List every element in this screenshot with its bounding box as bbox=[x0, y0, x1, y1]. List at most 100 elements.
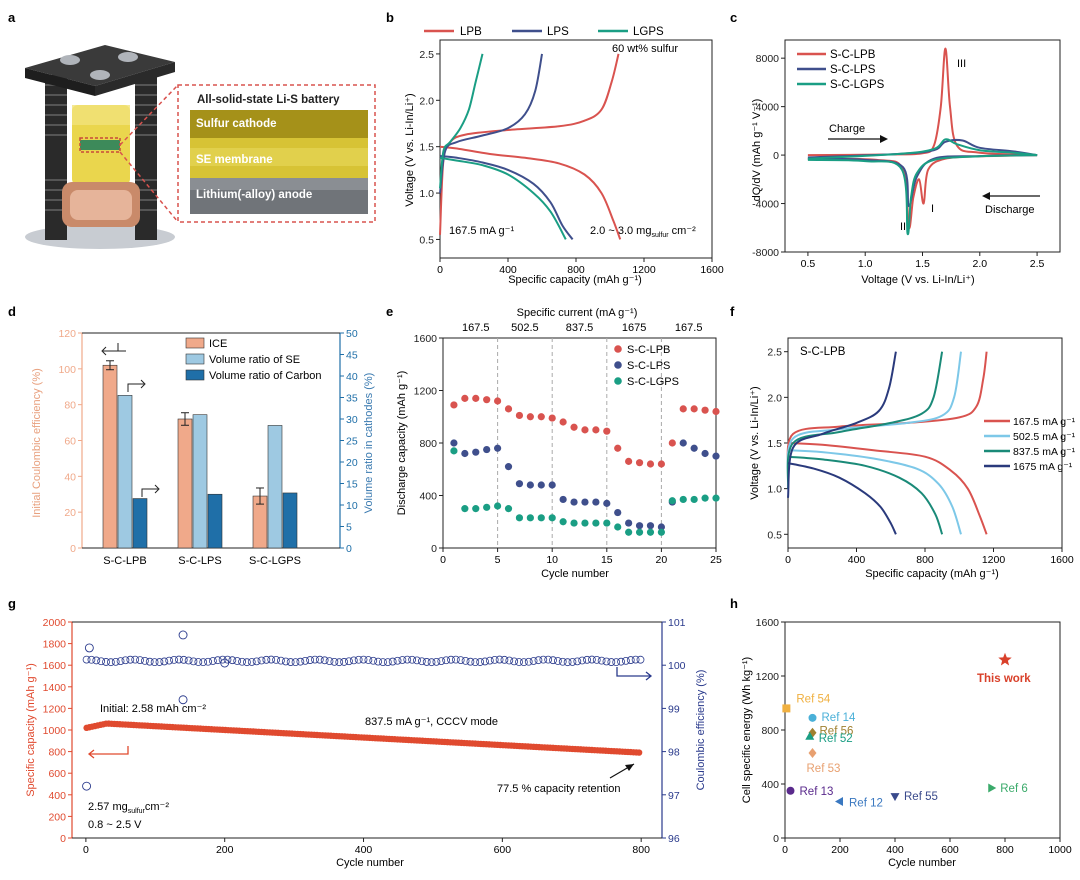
e-xtick-label: 20 bbox=[656, 554, 668, 566]
anode-label: Lithium(-alloy) anode bbox=[196, 189, 312, 201]
e-ytick-label: 800 bbox=[419, 438, 437, 450]
d-y2tick-label: 35 bbox=[346, 393, 358, 405]
efficiency-point bbox=[383, 658, 392, 666]
b-xtick-label: 0 bbox=[437, 264, 443, 276]
bar-volume-ratio-of-se bbox=[267, 425, 283, 549]
legend-label-sc-lpb: S-C-LPB bbox=[830, 49, 876, 61]
data-point-s-c-lps bbox=[701, 449, 709, 458]
efficiency-point bbox=[563, 658, 572, 667]
legend-swatch-e bbox=[614, 377, 622, 385]
series-line-lps-discharge bbox=[439, 155, 574, 241]
c-xtick-label: 1.0 bbox=[858, 258, 873, 270]
panel-letter-d: d bbox=[8, 304, 16, 319]
efficiency-point bbox=[495, 655, 504, 664]
efficiency-point bbox=[213, 656, 222, 665]
bar-volume-ratio-of-carbon bbox=[132, 498, 148, 549]
panel-letter-a: a bbox=[8, 10, 16, 25]
legend-swatch-e bbox=[614, 345, 622, 353]
bar-volume-ratio-of-carbon bbox=[282, 492, 298, 549]
efficiency-point bbox=[388, 657, 397, 666]
g-ytick-label: 1200 bbox=[43, 703, 67, 715]
series-line-167.5-charge bbox=[786, 351, 988, 471]
data-point-s-c-lgps bbox=[570, 519, 578, 527]
data-point-s-c-lps bbox=[712, 452, 720, 460]
efficiency-point bbox=[209, 657, 217, 665]
legend-swatch-e bbox=[614, 361, 622, 369]
efficiency-outlier-point bbox=[84, 643, 94, 653]
h-xtick-label: 600 bbox=[941, 844, 959, 856]
data-point-s-c-lps bbox=[625, 519, 633, 527]
efficiency-point bbox=[174, 655, 183, 664]
point-label-ref-52: Ref 52 bbox=[819, 733, 853, 745]
g-ytick-label: 1000 bbox=[43, 725, 67, 737]
legend-label-f: 837.5 mA g⁻¹ bbox=[1013, 446, 1076, 458]
series-line-lpb-discharge bbox=[439, 145, 622, 240]
y-axis-label-g-right: Coulombic efficiency (%) bbox=[695, 670, 707, 791]
b-ytick-label: 1.0 bbox=[419, 188, 434, 200]
h-xtick-label: 1000 bbox=[1048, 844, 1072, 856]
data-point-s-c-lps bbox=[494, 444, 502, 452]
series-line-lgps-discharge bbox=[439, 156, 567, 240]
efficiency-point bbox=[393, 656, 402, 665]
efficiency-point bbox=[306, 656, 314, 664]
efficiency-point bbox=[340, 658, 348, 666]
legend-label-lgps: LGPS bbox=[633, 26, 664, 38]
c-xtick-label: 2.5 bbox=[1030, 258, 1045, 270]
data-point-s-c-lpb bbox=[526, 413, 534, 421]
chart-d: Initial Coulombic efficiency (%) Volume … bbox=[31, 328, 375, 567]
efficiency-point bbox=[136, 656, 144, 664]
efficiency-point bbox=[189, 657, 198, 666]
annotation-loading-b: 2.0 ~ 3.0 mgsulfur cm⁻² bbox=[590, 225, 696, 239]
efficiency-point bbox=[374, 657, 383, 666]
efficiency-point bbox=[272, 656, 280, 664]
efficiency-point bbox=[111, 657, 120, 666]
y-axis-label-g-left: Specific capacity (mAh g⁻¹) bbox=[25, 663, 37, 797]
legend-label-lps: LPS bbox=[547, 26, 569, 38]
series-line-1675-charge bbox=[787, 351, 897, 498]
efficiency-point bbox=[335, 658, 344, 667]
series-line-167.5-discharge bbox=[787, 442, 988, 535]
panel-letter-b: b bbox=[386, 10, 394, 25]
data-point-s-c-lgps bbox=[526, 514, 534, 522]
panel-letter-h: h bbox=[730, 596, 738, 611]
annotation-charge: Charge bbox=[829, 123, 865, 135]
efficiency-point bbox=[432, 657, 441, 666]
data-point-s-c-lgps bbox=[483, 503, 491, 511]
x-axis-label-g: Cycle number bbox=[336, 857, 404, 869]
data-point-s-c-lps bbox=[472, 448, 480, 456]
callout-title: All-solid-state Li-S battery bbox=[197, 94, 340, 106]
efficiency-point bbox=[422, 658, 431, 666]
b-ytick-label: 1.5 bbox=[419, 142, 434, 154]
efficiency-point bbox=[92, 656, 101, 665]
efficiency-point bbox=[160, 657, 169, 666]
d-ytick-label: 60 bbox=[64, 436, 76, 448]
f-xtick-label: 1600 bbox=[1050, 554, 1074, 566]
f-xtick-label: 400 bbox=[848, 554, 866, 566]
d-ytick-label: 100 bbox=[58, 364, 76, 376]
d-y2tick-label: 10 bbox=[346, 500, 358, 512]
title-e: Specific current (mA g⁻¹) bbox=[517, 307, 638, 319]
data-point-s-c-lgps bbox=[701, 494, 709, 502]
battery-cell-illustration bbox=[25, 45, 175, 249]
data-point-s-c-lgps bbox=[625, 528, 633, 536]
panel-letter-f: f bbox=[730, 304, 735, 319]
efficiency-point bbox=[354, 655, 363, 664]
se-membrane-label: SE membrane bbox=[196, 154, 273, 166]
annotation-discharge: Discharge bbox=[985, 204, 1035, 216]
series-line-lps-charge bbox=[439, 53, 543, 194]
efficiency-outlier-point bbox=[82, 781, 92, 791]
efficiency-point bbox=[262, 655, 271, 664]
data-point-s-c-lps bbox=[581, 498, 589, 506]
category-label: S-C-LPB bbox=[103, 555, 146, 567]
marker-ref-12 bbox=[835, 797, 843, 807]
efficiency-point bbox=[252, 657, 261, 666]
efficiency-point bbox=[199, 658, 208, 667]
efficiency-point bbox=[228, 656, 237, 665]
c-ytick-label: 4000 bbox=[756, 102, 780, 114]
g-xtick-label: 600 bbox=[494, 844, 512, 856]
chart-c: S-C-LPB S-C-LPS S-C-LGPS Charge Discharg… bbox=[751, 39, 1061, 286]
cell-rod-right bbox=[135, 75, 157, 240]
b-xtick-label: 400 bbox=[499, 264, 517, 276]
annotation-sulfur-content: 60 wt% sulfur bbox=[612, 43, 678, 55]
